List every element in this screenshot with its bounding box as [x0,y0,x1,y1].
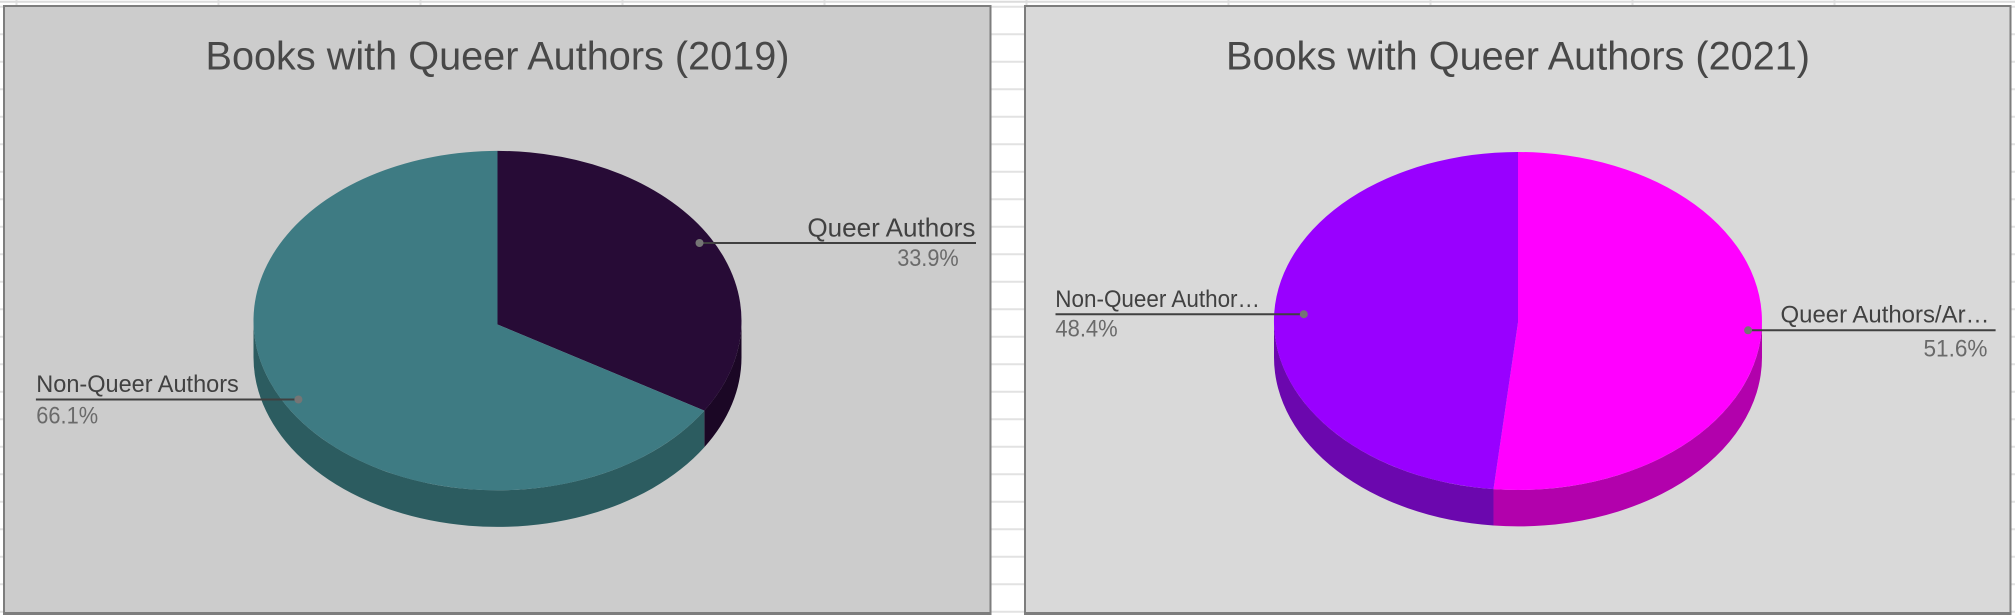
svg-text:33.9%: 33.9% [897,245,959,272]
svg-text:66.1%: 66.1% [36,402,98,429]
svg-text:51.6%: 51.6% [1924,336,1988,363]
svg-text:48.4%: 48.4% [1055,316,1117,343]
svg-text:Books with Queer Authors (2021: Books with Queer Authors (2021) [1226,34,1810,78]
svg-text:Queer Authors: Queer Authors [807,212,975,242]
svg-text:Books with Queer Authors (2019: Books with Queer Authors (2019) [206,34,790,78]
svg-text:Non-Queer Author…: Non-Queer Author… [1055,286,1260,313]
svg-text:Non-Queer Authors: Non-Queer Authors [36,371,239,398]
svg-text:Queer Authors/Ar…: Queer Authors/Ar… [1781,302,1990,329]
